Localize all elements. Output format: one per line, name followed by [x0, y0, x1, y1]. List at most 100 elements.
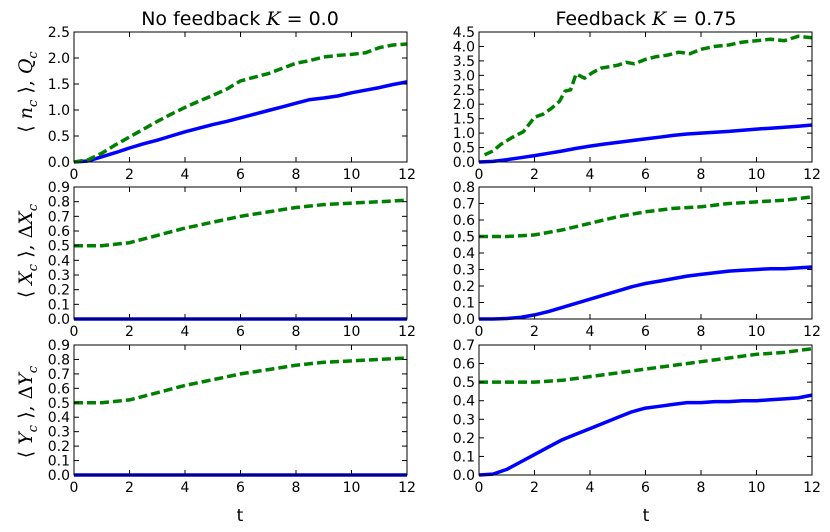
x-tick-label: 0	[475, 167, 484, 183]
x-tick-label: 4	[181, 324, 190, 340]
x-tick-label: 2	[125, 167, 134, 183]
x-tick-label: 4	[586, 480, 595, 496]
title-left: No feedback K = 0.0	[141, 8, 339, 30]
y-tick-label: 2.5	[453, 83, 475, 99]
y-tick-label: 1.0	[453, 126, 475, 142]
x-tick-label: 10	[343, 480, 361, 496]
y-tick-label: 0.2	[453, 279, 475, 295]
xlabel-right: t	[643, 506, 650, 526]
panel-top-left: 0 2 4 6 8 10 12 0.0 0.5 1.0 1.5 2.0 2.5	[48, 25, 416, 183]
plot-frame	[478, 186, 813, 320]
ylabel-row2: ⟨ Xc ⟩, ΔXc	[15, 203, 41, 298]
y-tick-label: 0.6	[48, 381, 70, 397]
y-tick-label: 0.6	[453, 357, 475, 373]
y-tick-label: 0.1	[453, 296, 475, 312]
x-tick-label: 10	[343, 324, 361, 340]
y-tick-label: 0.9	[48, 338, 70, 354]
series-variance	[73, 42, 408, 164]
x-tick-label: 10	[748, 167, 766, 183]
y-tick-label: 0.6	[48, 224, 70, 240]
y-tick-label: 2.0	[48, 51, 70, 67]
y-tick-label: 0.9	[48, 180, 70, 196]
x-tick-label: 8	[292, 167, 301, 183]
y-tick-label: 0.5	[48, 396, 70, 412]
x-tick-label: 6	[236, 480, 245, 496]
x-tick-label: 2	[530, 324, 539, 340]
y-tick-label: 3.0	[453, 68, 475, 84]
panel-bottom-right: 0 2 4 6 8 10 12 0.0 0.1 0.2 0.3 0.4 0.5 0.6 0.7	[453, 338, 821, 496]
plot-frame	[73, 186, 408, 320]
x-tick-label: 8	[292, 480, 301, 496]
y-tick-label: 0.3	[48, 268, 70, 284]
y-tick-label: 4.0	[453, 39, 475, 55]
x-tick-label: 8	[697, 167, 706, 183]
series-variance	[74, 198, 408, 248]
y-tick-label: 0.5	[48, 239, 70, 255]
title-right: Feedback K = 0.75	[555, 8, 736, 30]
series-mean	[478, 393, 813, 477]
x-tick-label: 12	[398, 480, 416, 496]
series-variance	[479, 346, 813, 384]
y-tick-label: 0.5	[453, 375, 475, 391]
y-tick-label: 1.0	[48, 103, 70, 119]
series-mean	[478, 123, 813, 164]
x-tick-label: 12	[398, 324, 416, 340]
y-tick-label: 0.8	[48, 195, 70, 211]
y-tick-label: 0.0	[48, 312, 70, 328]
y-tick-label: 0.1	[48, 297, 70, 313]
x-tick-label: 0	[475, 480, 484, 496]
x-tick-label: 6	[641, 324, 650, 340]
x-tick-label: 4	[586, 167, 595, 183]
y-tick-label: 0.2	[48, 283, 70, 299]
x-tick-label: 6	[641, 480, 650, 496]
series-mean	[73, 80, 408, 164]
y-tick-label: 0.0	[453, 312, 475, 328]
y-tick-label: 0.0	[453, 468, 475, 484]
plot-frame	[478, 31, 813, 163]
y-tick-label: 0.0	[48, 155, 70, 171]
y-tick-label: 0.4	[453, 394, 475, 410]
x-tick-label: 2	[125, 324, 134, 340]
y-tick-label: 0.7	[453, 338, 475, 354]
y-tick-label: 0.4	[453, 246, 475, 262]
x-tick-label: 8	[697, 324, 706, 340]
x-tick-label: 4	[181, 167, 190, 183]
x-tick-label: 2	[125, 480, 134, 496]
y-tick-label: 0.5	[453, 141, 475, 157]
x-tick-label: 10	[748, 324, 766, 340]
panel-middle-right: 0 2 4 6 8 10 12 0.00.10.20.30.40.50.60.70.8	[453, 180, 821, 340]
series-variance	[74, 356, 408, 405]
ylabel-row1: ⟨ nc ⟩, Qc	[15, 51, 41, 133]
x-tick-label: 6	[236, 167, 245, 183]
y-tick-label: 0.2	[453, 431, 475, 447]
x-tick-label: 8	[697, 480, 706, 496]
x-tick-label: 6	[641, 167, 650, 183]
xlabel-left: t	[237, 506, 244, 526]
y-tick-label: 0.5	[48, 129, 70, 145]
y-tick-label: 0.5	[453, 230, 475, 246]
y-tick-label: 0.0	[48, 468, 70, 484]
y-tick-label: 0.3	[48, 425, 70, 441]
plot-frame	[73, 344, 408, 476]
ylabel-row3: ⟨ Yc ⟩, ΔYc	[15, 365, 41, 458]
x-tick-label: 10	[748, 480, 766, 496]
y-tick-label: 0.2	[48, 439, 70, 455]
y-tick-label: 0.0	[453, 155, 475, 171]
y-tick-label: 0.1	[48, 454, 70, 470]
y-tick-label: 0.8	[453, 180, 475, 196]
x-tick-label: 4	[181, 480, 190, 496]
x-tick-label: 0	[475, 324, 484, 340]
panel-bottom-left: 0 2 4 6 8 10 12 0.00.10.20.30.40.50.60.70.80.9	[48, 338, 416, 496]
x-tick-label: 0	[70, 480, 79, 496]
y-tick-label: 0.7	[48, 367, 70, 383]
y-tick-label: 0.6	[453, 213, 475, 229]
series-mean	[479, 265, 813, 321]
y-tick-label: 0.1	[453, 449, 475, 465]
x-tick-label: 12	[803, 324, 821, 340]
y-tick-label: 2.0	[453, 97, 475, 113]
y-tick-label: 0.4	[48, 410, 70, 426]
y-tick-label: 1.5	[453, 112, 475, 128]
y-tick-label: 0.4	[48, 253, 70, 269]
y-tick-label: 4.5	[453, 25, 475, 41]
y-tick-label: 1.5	[48, 77, 70, 93]
